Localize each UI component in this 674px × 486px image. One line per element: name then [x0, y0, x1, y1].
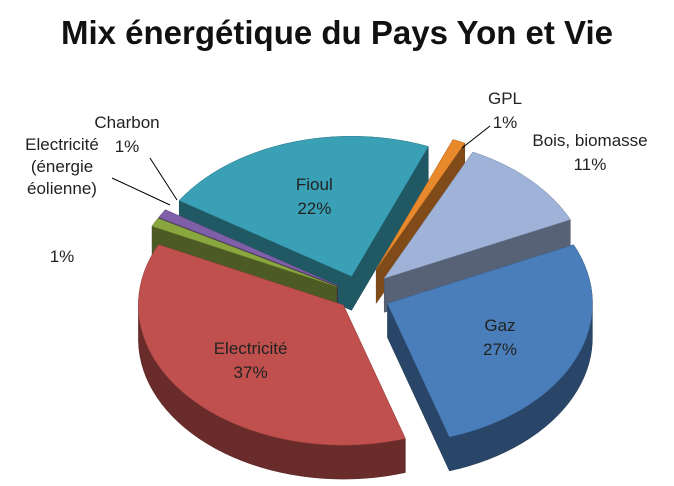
- leader-line: [149, 157, 178, 201]
- category-label: Electricité: [213, 339, 288, 359]
- value-label: 37%: [233, 363, 268, 383]
- slice: [375, 139, 466, 270]
- slice: [138, 244, 406, 446]
- slice: [387, 244, 593, 438]
- chart-title: Mix énergétique du Pays Yon et Vie: [60, 14, 613, 51]
- category-label: Electricité (énergie éolienne): [25, 135, 99, 198]
- value-label: 1%: [114, 137, 140, 156]
- value-label: 1%: [49, 247, 75, 266]
- slice: [178, 136, 429, 277]
- leader-line: [111, 177, 171, 206]
- category-label: GPL: [487, 89, 523, 108]
- category-label: Gaz: [484, 316, 516, 336]
- value-label: 22%: [297, 199, 332, 219]
- slice: [151, 218, 338, 287]
- slice: [158, 209, 338, 286]
- slice: [383, 151, 571, 279]
- category-label: Fioul: [295, 175, 333, 195]
- value-label: 27%: [482, 340, 517, 360]
- category-label: Charbon: [94, 113, 160, 132]
- category-label: Bois, biomasse: [532, 131, 648, 150]
- value-label: 1%: [492, 113, 518, 132]
- leader-line: [461, 125, 491, 149]
- slice-tops: [138, 136, 593, 446]
- value-label: 11%: [573, 155, 607, 174]
